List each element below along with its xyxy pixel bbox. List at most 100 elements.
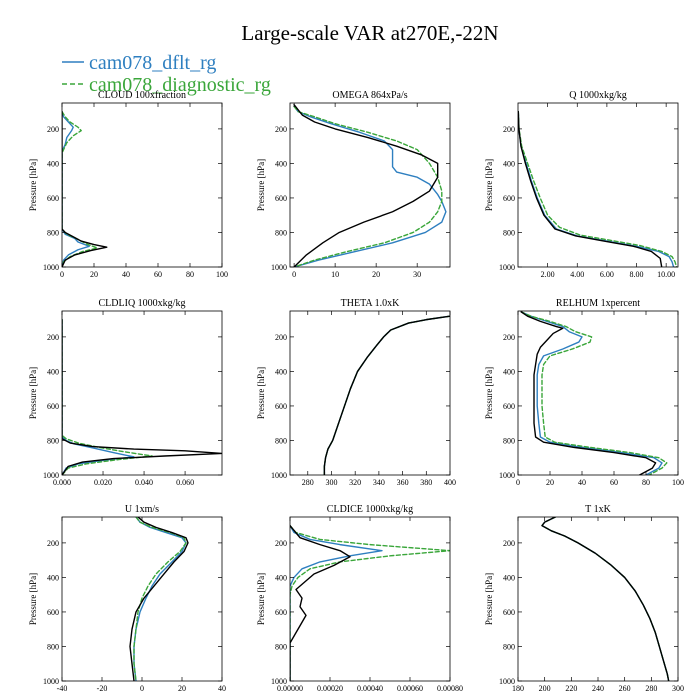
series-line-2 — [520, 311, 668, 475]
x-tick-label: 220 — [565, 684, 577, 693]
x-tick-label: 80 — [642, 478, 650, 487]
series-line-3 — [520, 311, 657, 475]
panel-title: T 1xK — [585, 504, 611, 515]
x-tick-label: 260 — [619, 684, 631, 693]
y-tick-label: 400 — [503, 159, 515, 168]
panel-frame — [289, 310, 451, 476]
x-tick-label: 320 — [349, 478, 361, 487]
panel-title: Q 1000xkg/kg — [569, 90, 627, 101]
y-tick-label: 200 — [47, 125, 59, 134]
x-tick-label: 2.00 — [541, 270, 555, 279]
series-line-2 — [62, 110, 98, 267]
y-tick-label: 800 — [47, 436, 59, 445]
x-tick-label: -40 — [57, 684, 68, 693]
x-tick-label: 280 — [645, 684, 657, 693]
y-tick-label: 200 — [275, 125, 287, 134]
panels: CLOUD 100xfraction 0 20 40 60 80 100 200 400 600 8… — [28, 90, 684, 693]
panel-frame — [517, 310, 679, 476]
y-tick-label: 200 — [47, 333, 59, 342]
x-tick-label: 0.020 — [94, 478, 112, 487]
panel-title: RELHUM 1xpercent — [556, 298, 640, 309]
x-tick-label: 180 — [512, 684, 524, 693]
y-tick-label: 600 — [275, 194, 287, 203]
y-axis-label: Pressure [hPa] — [28, 367, 38, 419]
y-tick-label: 600 — [47, 402, 59, 411]
y-tick-label: 1000 — [43, 677, 59, 686]
series-line-3 — [293, 104, 439, 267]
y-tick-label: 1000 — [271, 471, 287, 480]
y-tick-label: 800 — [503, 228, 515, 237]
x-tick-label: 0 — [516, 478, 520, 487]
y-tick-label: 600 — [47, 608, 59, 617]
x-tick-label: 0.00020 — [317, 684, 343, 693]
x-tick-label: 0.000 — [53, 478, 71, 487]
series-line-2 — [541, 517, 670, 681]
series-line-3 — [62, 318, 222, 475]
y-tick-label: 800 — [275, 228, 287, 237]
x-tick-label: 100 — [672, 478, 684, 487]
legend-label-diagnostic: cam078_diagnostic_rg — [89, 74, 271, 96]
x-tick-label: 0.060 — [176, 478, 194, 487]
x-tick-label: 80 — [186, 270, 194, 279]
series-line-2 — [133, 517, 187, 681]
panel-8: CLDICE 1000xkg/kg 0.00000 0.00020 0.00040 0.… — [256, 504, 463, 693]
panel-frame — [289, 516, 451, 682]
y-axis-label: Pressure [hPa] — [484, 367, 494, 419]
y-tick-label: 400 — [47, 573, 59, 582]
panel-1: CLOUD 100xfraction 0 20 40 60 80 100 200 400 600 8… — [28, 90, 228, 279]
y-tick-label: 400 — [275, 159, 287, 168]
x-tick-label: 280 — [302, 478, 314, 487]
x-tick-label: 0 — [60, 270, 64, 279]
y-tick-label: 1000 — [499, 471, 515, 480]
series-line-2 — [518, 110, 678, 267]
series-line-1 — [62, 110, 90, 267]
y-tick-label: 800 — [503, 642, 515, 651]
panel-frame — [517, 102, 679, 268]
x-tick-label: 240 — [592, 684, 604, 693]
panel-title: CLDLIQ 1000xkg/kg — [99, 298, 186, 309]
x-tick-label: 0.00000 — [277, 684, 303, 693]
legend: cam078_dflt_rg cam078_diagnostic_rg — [62, 52, 271, 96]
x-tick-label: 340 — [373, 478, 385, 487]
x-tick-label: 4.00 — [570, 270, 584, 279]
panel-4: CLDLIQ 1000xkg/kg 0.000 0.020 0.040 0.060 200… — [28, 298, 223, 487]
y-tick-label: 1000 — [271, 677, 287, 686]
y-tick-label: 200 — [275, 539, 287, 548]
panel-title: U 1xm/s — [125, 504, 159, 515]
panel-title: CLOUD 100xfraction — [98, 90, 186, 101]
series-line-3 — [541, 517, 670, 681]
x-tick-label: 20 — [178, 684, 186, 693]
y-tick-label: 600 — [503, 194, 515, 203]
x-tick-label: 0 — [140, 684, 144, 693]
x-tick-label: 8.00 — [630, 270, 644, 279]
x-tick-label: 40 — [218, 684, 226, 693]
y-tick-label: 200 — [275, 333, 287, 342]
y-tick-label: 200 — [503, 333, 515, 342]
y-axis-label: Pressure [hPa] — [484, 159, 494, 211]
panel-frame — [61, 102, 223, 268]
y-tick-label: 800 — [47, 642, 59, 651]
panel-5: THETA 1.0xK 280 300 320 340 360 380 400 200 400 60… — [256, 298, 456, 487]
series-line-2 — [290, 524, 450, 681]
x-tick-label: 400 — [444, 478, 456, 487]
series-line-3 — [323, 315, 450, 475]
y-tick-label: 600 — [503, 402, 515, 411]
panel-title: CLDICE 1000xkg/kg — [327, 504, 413, 515]
series-line-3 — [290, 524, 351, 681]
panel-frame — [61, 310, 223, 476]
y-axis-label: Pressure [hPa] — [28, 159, 38, 211]
panel-9: T 1xK 180 200 220 240 260 280 300 200 400 600 800 10… — [484, 504, 684, 693]
x-tick-label: 10.00 — [657, 270, 675, 279]
series-line-1 — [293, 105, 447, 267]
y-tick-label: 400 — [503, 573, 515, 582]
y-tick-label: 1000 — [43, 471, 59, 480]
y-tick-label: 800 — [275, 436, 287, 445]
y-tick-label: 400 — [275, 367, 287, 376]
series-line-1 — [541, 517, 670, 681]
x-tick-label: 60 — [154, 270, 162, 279]
x-tick-label: 380 — [420, 478, 432, 487]
y-axis-label: Pressure [hPa] — [256, 573, 266, 625]
series-line-2 — [323, 315, 450, 475]
y-tick-label: 400 — [503, 367, 515, 376]
